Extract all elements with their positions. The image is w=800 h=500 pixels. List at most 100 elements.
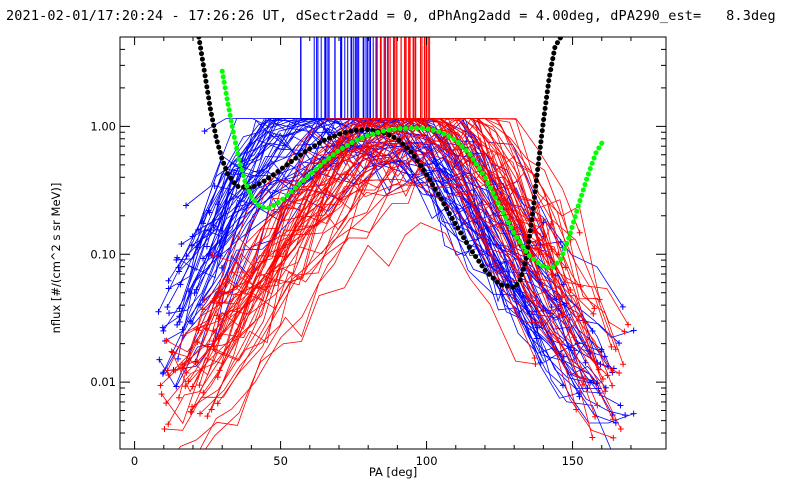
blue-data-point — [193, 286, 200, 293]
blue-data-point — [160, 369, 167, 376]
red-data-point — [571, 334, 578, 341]
blue-data-point — [160, 327, 167, 334]
red-data-point — [589, 434, 596, 441]
blue-data-point — [201, 128, 208, 135]
red-data-point — [165, 421, 172, 428]
red-data-point — [617, 426, 624, 433]
red-data-point — [168, 348, 175, 355]
red-sweep-line — [191, 179, 536, 408]
red-sweep-line — [217, 164, 577, 410]
red-data-point — [165, 372, 172, 379]
red-data-point — [175, 394, 182, 401]
y-tick-label: 0.01 — [90, 375, 116, 389]
red-data-point — [531, 354, 538, 361]
blue-data-point — [174, 321, 181, 328]
green-fit-curve — [219, 68, 605, 271]
red-data-point — [159, 470, 165, 476]
blue-data-point — [176, 305, 183, 312]
red-data-point — [539, 282, 546, 289]
blue-data-point — [598, 346, 605, 353]
red-sweep-line — [211, 181, 558, 410]
red-data-point — [596, 296, 603, 303]
blue-data-point — [159, 324, 166, 331]
blue-data-point — [173, 383, 180, 390]
red-data-point — [164, 367, 171, 374]
red-data-point — [214, 400, 221, 407]
blue-data-point — [559, 382, 566, 389]
red-data-point — [621, 328, 628, 335]
blue-sweep-line — [176, 144, 614, 416]
red-data-point — [196, 382, 203, 389]
red-sweep-line — [178, 118, 604, 398]
red-data-point — [602, 388, 609, 395]
red-data-point — [214, 312, 221, 319]
blue-data-point — [616, 340, 623, 347]
red-data-point — [158, 391, 165, 398]
x-tick-label: 0 — [131, 454, 138, 468]
red-data-point — [562, 264, 569, 271]
blue-data-point — [187, 318, 194, 325]
red-data-point — [524, 296, 531, 303]
x-axis-label: PA [deg] — [369, 465, 417, 479]
red-data-point — [210, 337, 217, 344]
red-sweep-line — [205, 222, 536, 449]
red-data-point — [559, 311, 566, 318]
red-data-point — [199, 306, 206, 313]
blue-sweep-line — [219, 117, 617, 424]
red-data-point — [556, 312, 563, 319]
red-data-point — [576, 229, 583, 236]
plot-frame — [119, 36, 667, 450]
blue-data-point — [175, 355, 182, 362]
red-sweep-line — [207, 119, 536, 347]
red-data-point — [210, 343, 217, 350]
red-data-point — [592, 413, 599, 420]
red-data-point — [163, 337, 170, 344]
y-tick-label: 0.10 — [90, 247, 116, 261]
red-sweep-line — [164, 132, 560, 431]
red-sweep-line — [197, 118, 572, 356]
blue-data-point — [176, 319, 183, 326]
red-data-point — [177, 488, 183, 494]
red-data-point — [157, 382, 164, 389]
red-data-point — [620, 361, 627, 368]
x-tick-label: 50 — [273, 454, 288, 468]
red-data-point — [189, 383, 196, 390]
red-sweep-line — [168, 117, 571, 376]
red-data-point — [608, 343, 615, 350]
blue-data-point — [199, 255, 206, 262]
blue-data-point — [177, 281, 184, 288]
red-data-point — [168, 450, 174, 456]
red-data-point — [591, 305, 598, 312]
red-data-point — [209, 252, 216, 259]
red-data-point — [594, 402, 601, 409]
blue-data-point — [617, 402, 624, 409]
red-data-point — [582, 319, 589, 326]
red-data-point — [194, 339, 201, 346]
blue-data-point — [173, 256, 180, 263]
blue-sweep-line — [196, 118, 598, 363]
blue-data-point — [589, 328, 596, 335]
red-sweep-line — [216, 118, 564, 316]
blue-data-point — [630, 327, 637, 334]
blue-data-point — [203, 243, 210, 250]
red-data-point — [535, 237, 542, 244]
blue-data-point — [210, 222, 217, 229]
red-data-point — [566, 316, 573, 323]
red-data-point — [590, 310, 597, 317]
red-data-point — [197, 410, 204, 417]
red-data-point — [610, 434, 617, 441]
red-data-point — [559, 294, 566, 301]
blue-sweep-line — [188, 140, 634, 424]
red-data-point — [183, 369, 190, 376]
blue-data-point — [166, 310, 173, 317]
red-data-point — [595, 366, 602, 373]
red-data-point — [182, 383, 189, 390]
blue-data-point — [612, 455, 618, 461]
red-data-point — [161, 426, 168, 433]
blue-data-point — [183, 202, 190, 209]
red-data-point — [577, 283, 584, 290]
blue-data-point — [156, 356, 163, 363]
red-data-point — [187, 408, 194, 415]
red-data-point — [179, 364, 186, 371]
red-sweep-line — [186, 118, 544, 374]
